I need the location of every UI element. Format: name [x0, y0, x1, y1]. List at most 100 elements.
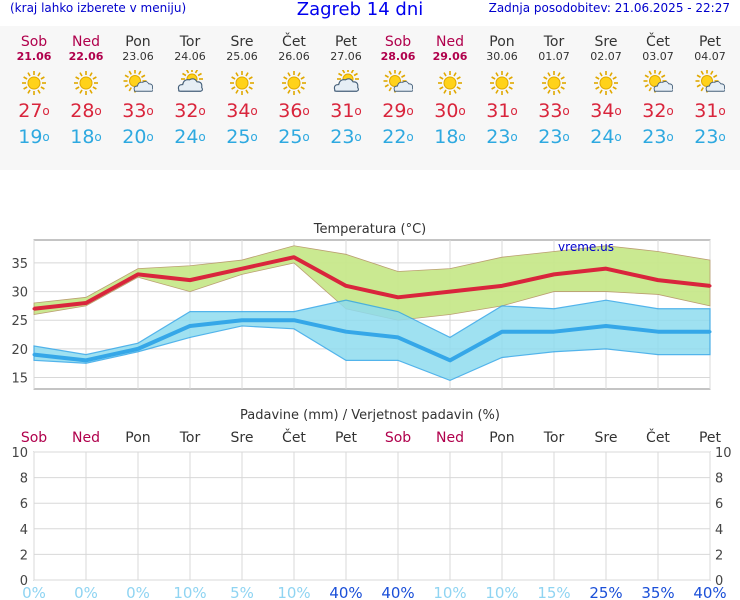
- max-temp: 34o: [226, 100, 258, 122]
- max-temp-point: [136, 272, 140, 276]
- day-name: Tor: [179, 34, 201, 50]
- max-temp: 34o: [590, 100, 622, 122]
- day-name: Pon: [489, 34, 515, 50]
- cloud-sun-icon: [333, 70, 360, 92]
- precipitation-plot-area: [33, 451, 711, 581]
- min-temp-point: [292, 318, 296, 322]
- max-temp-point: [656, 278, 660, 282]
- day-name: Sre: [230, 34, 254, 50]
- precip-probability-label: 10%: [433, 584, 466, 600]
- precip-day-label: Tor: [543, 430, 565, 446]
- day-column: Pon 30.06 31o 23o: [476, 26, 528, 148]
- precip-probability-label: 35%: [641, 584, 674, 600]
- min-temp-point: [32, 353, 36, 357]
- precip-probability-label: 10%: [173, 584, 206, 600]
- y-tick-label: 20: [11, 343, 28, 358]
- day-column: Sre 25.06 34o 25o: [216, 26, 268, 148]
- day-column: Čet 03.07 32o 23o: [632, 26, 684, 148]
- cloud-sun-icon: [177, 70, 204, 92]
- min-temp-point: [552, 330, 556, 334]
- sun-cloud-icon: [695, 70, 725, 93]
- sun-icon: [230, 71, 254, 95]
- sun-icon: [74, 71, 98, 95]
- day-name: Pon: [125, 34, 151, 50]
- day-column: Čet 26.06 36o 25o: [268, 26, 320, 148]
- header-menu-hint[interactable]: (kraj lahko izberete v meniju): [10, 1, 187, 15]
- day-date: 29.06: [432, 50, 468, 63]
- precip-probability-label: 40%: [693, 584, 726, 600]
- precip-day-label: Čet: [282, 428, 306, 446]
- precip-day-label: Čet: [646, 428, 670, 446]
- precip-probability-label: 0%: [74, 584, 98, 600]
- max-temp-point: [708, 284, 712, 288]
- day-name: Čet: [282, 34, 306, 50]
- day-column: Sob 21.06 27o 19o: [8, 26, 60, 148]
- precip-probability-label: 40%: [381, 584, 414, 600]
- day-column: Pon 23.06 33o 20o: [112, 26, 164, 148]
- precip-day-label: Tor: [179, 430, 201, 446]
- day-column: Pet 04.07 31o 23o: [684, 26, 736, 148]
- min-temp-point: [84, 358, 88, 362]
- min-temp: 18o: [434, 126, 466, 148]
- min-temp-point: [604, 324, 608, 328]
- sun-icon: [22, 71, 46, 95]
- max-temp: 33o: [122, 100, 154, 122]
- max-temp: 30o: [434, 100, 466, 122]
- min-temp: 23o: [486, 126, 518, 148]
- day-name: Pet: [334, 34, 358, 50]
- max-temp-point: [344, 284, 348, 288]
- max-temp-point: [448, 290, 452, 294]
- precip-day-label: Ned: [72, 430, 100, 446]
- precip-day-label: Pon: [489, 430, 514, 446]
- day-date: 30.06: [486, 50, 518, 63]
- min-temp-range-band: [33, 299, 711, 382]
- min-temp-point: [656, 330, 660, 334]
- precipitation-chart-title: Padavine (mm) / Verjetnost padavin (%): [240, 408, 500, 423]
- day-column: Ned 29.06 30o 18o: [424, 26, 476, 148]
- min-temp: 23o: [642, 126, 674, 148]
- precip-probability-label: 0%: [22, 584, 46, 600]
- day-name: Sre: [594, 34, 618, 50]
- temperature-chart-title: Temperatura (°C): [313, 222, 426, 237]
- day-name: Sob: [20, 34, 48, 50]
- precip-day-label: Sob: [21, 430, 47, 446]
- min-temp-point: [500, 330, 504, 334]
- y-tick-label: 25: [11, 314, 28, 329]
- max-temp: 31o: [694, 100, 726, 122]
- day-column: Pet 27.06 31o 23o: [320, 26, 372, 148]
- min-temp-point: [344, 330, 348, 334]
- min-temp: 24o: [590, 126, 622, 148]
- last-update: Zadnja posodobitev: 21.06.2025 - 22:27: [488, 1, 730, 15]
- min-temp: 24o: [174, 126, 206, 148]
- day-name: Sob: [384, 34, 412, 50]
- watermark: vreme.us: [558, 240, 614, 254]
- day-column: Sre 02.07 34o 24o: [580, 26, 632, 148]
- y-tick-label-left: 2: [20, 548, 28, 563]
- y-tick-label-right: 10: [715, 446, 732, 461]
- max-temp: 31o: [486, 100, 518, 122]
- max-temp-point: [188, 278, 192, 282]
- max-temp: 32o: [174, 100, 206, 122]
- day-date: 22.06: [68, 50, 104, 63]
- y-tick-label-left: 0: [20, 574, 28, 589]
- max-temp-point: [604, 267, 608, 271]
- precip-probability-label: 0%: [126, 584, 150, 600]
- max-temp: 29o: [382, 100, 414, 122]
- max-temp: 28o: [70, 100, 102, 122]
- max-temp-line: [33, 255, 711, 311]
- max-temp-point: [84, 301, 88, 305]
- day-date: 02.07: [590, 50, 622, 63]
- precip-day-label: Pet: [335, 430, 358, 446]
- y-tick-label: 15: [11, 372, 28, 387]
- sun-icon: [490, 71, 514, 95]
- day-name: Ned: [436, 34, 464, 50]
- y-tick-label-right: 2: [715, 548, 723, 563]
- min-temp: 18o: [70, 126, 102, 148]
- day-date: 25.06: [226, 50, 258, 63]
- sun-icon: [594, 71, 618, 95]
- max-temp-point: [240, 267, 244, 271]
- page-title: Zagreb 14 dni: [296, 0, 424, 20]
- y-tick-label-right: 8: [715, 472, 723, 487]
- min-temp-point: [708, 330, 712, 334]
- day-date: 27.06: [330, 50, 362, 63]
